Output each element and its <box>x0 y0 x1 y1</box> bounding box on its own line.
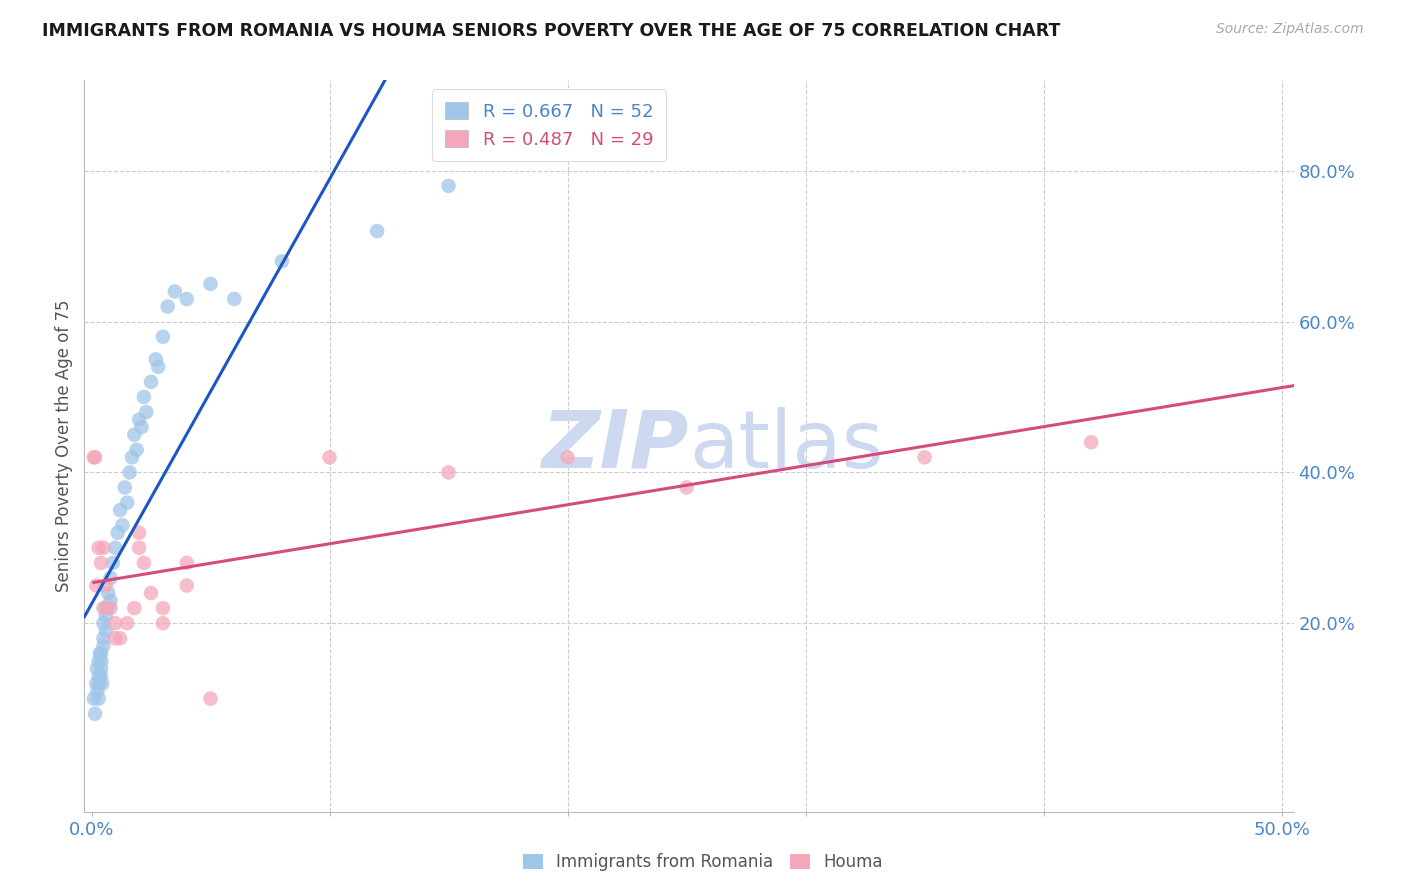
Point <box>200 277 222 291</box>
Point <box>132 390 155 404</box>
Point <box>100 571 122 585</box>
Point <box>84 676 107 690</box>
Point <box>111 518 134 533</box>
Point <box>84 706 107 721</box>
Point <box>83 691 105 706</box>
Point <box>104 541 127 555</box>
Point <box>84 450 107 465</box>
Point <box>200 691 222 706</box>
Point <box>97 601 120 615</box>
Point <box>94 608 117 623</box>
Point <box>118 466 141 480</box>
Point <box>115 616 138 631</box>
Point <box>115 495 138 509</box>
Point <box>176 556 198 570</box>
Point <box>107 525 129 540</box>
Point <box>94 624 117 638</box>
Point <box>914 450 936 465</box>
Point <box>101 556 124 570</box>
Point <box>156 300 179 314</box>
Point <box>318 450 340 465</box>
Point <box>139 586 162 600</box>
Point <box>87 654 110 668</box>
Point <box>152 329 174 343</box>
Point <box>145 352 167 367</box>
Point <box>125 442 148 457</box>
Point <box>128 541 150 555</box>
Point <box>89 646 111 660</box>
Point <box>271 254 294 268</box>
Point <box>97 586 120 600</box>
Point <box>90 661 112 675</box>
Y-axis label: Seniors Poverty Over the Age of 75: Seniors Poverty Over the Age of 75 <box>55 300 73 592</box>
Point <box>124 601 146 615</box>
Legend: R = 0.667   N = 52, R = 0.487   N = 29: R = 0.667 N = 52, R = 0.487 N = 29 <box>432 89 666 161</box>
Point <box>366 224 388 238</box>
Point <box>90 669 112 683</box>
Text: IMMIGRANTS FROM ROMANIA VS HOUMA SENIORS POVERTY OVER THE AGE OF 75 CORRELATION : IMMIGRANTS FROM ROMANIA VS HOUMA SENIORS… <box>42 22 1060 40</box>
Point <box>108 503 131 517</box>
Point <box>176 578 198 592</box>
Text: atlas: atlas <box>689 407 883 485</box>
Point <box>437 178 460 193</box>
Point <box>93 601 115 615</box>
Point <box>87 541 110 555</box>
Point <box>437 466 460 480</box>
Point <box>146 359 169 374</box>
Point <box>128 412 150 426</box>
Point <box>86 661 108 675</box>
Point <box>152 601 174 615</box>
Point <box>87 691 110 706</box>
Point <box>121 450 143 465</box>
Point <box>93 639 115 653</box>
Point <box>93 616 115 631</box>
Point <box>132 556 155 570</box>
Point <box>163 285 186 299</box>
Point <box>1080 435 1102 450</box>
Point <box>90 654 112 668</box>
Point <box>94 601 117 615</box>
Point <box>152 616 174 631</box>
Point <box>104 632 127 646</box>
Point <box>90 556 112 570</box>
Text: Source: ZipAtlas.com: Source: ZipAtlas.com <box>1216 22 1364 37</box>
Point <box>100 593 122 607</box>
Point <box>114 480 136 494</box>
Point <box>557 450 579 465</box>
Point <box>94 578 117 592</box>
Point <box>104 616 127 631</box>
Point <box>100 601 122 615</box>
Point <box>131 420 153 434</box>
Point <box>135 405 157 419</box>
Point <box>139 375 162 389</box>
Point <box>87 676 110 690</box>
Point <box>90 646 112 660</box>
Point <box>86 684 108 698</box>
Point <box>224 292 246 306</box>
Legend: Immigrants from Romania, Houma: Immigrants from Romania, Houma <box>516 847 890 878</box>
Point <box>87 669 110 683</box>
Point <box>91 676 114 690</box>
Text: ZIP: ZIP <box>541 407 689 485</box>
Point <box>93 632 115 646</box>
Point <box>128 525 150 540</box>
Point <box>108 632 131 646</box>
Point <box>84 578 107 592</box>
Point <box>124 427 146 442</box>
Point <box>675 480 697 494</box>
Point <box>176 292 198 306</box>
Point <box>83 450 105 465</box>
Point <box>93 541 115 555</box>
